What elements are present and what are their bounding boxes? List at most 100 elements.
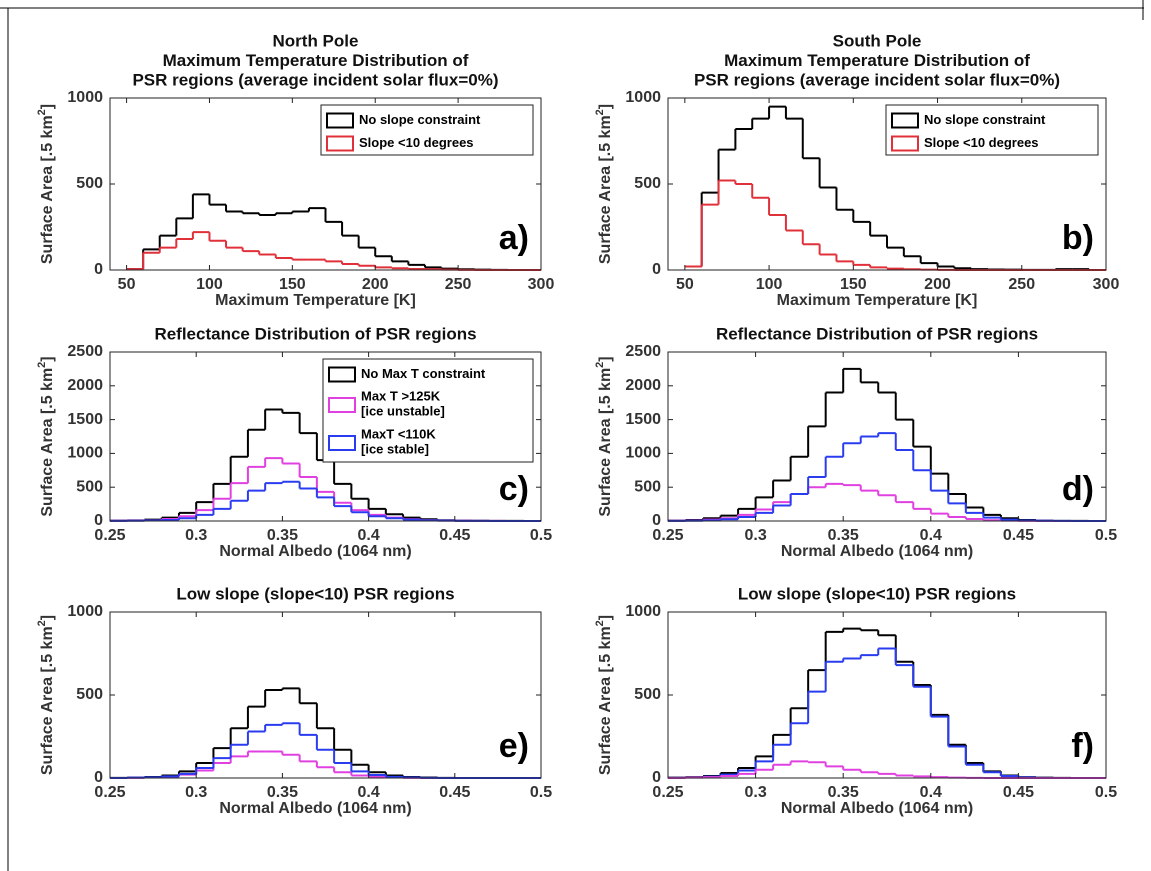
y-tick-label: 1000 xyxy=(625,89,661,106)
x-tick-label: 0.35 xyxy=(267,527,298,544)
y-tick-label: 2500 xyxy=(625,343,661,360)
x-tick-label: 0.5 xyxy=(1095,784,1117,801)
x-tick-label: 0.3 xyxy=(744,784,766,801)
y-axis-label-part: ] xyxy=(597,104,614,109)
y-tick-label: 500 xyxy=(76,686,103,703)
x-axis-label: Maximum Temperature [K] xyxy=(215,292,416,309)
y-tick-label: 500 xyxy=(634,686,661,703)
x-tick-label: 150 xyxy=(279,276,306,293)
y-axis-label-part: Surface Area [.5 km xyxy=(39,368,56,517)
legend-label: No slope constraint xyxy=(924,112,1046,127)
y-axis-label: Surface Area [.5 km2] xyxy=(36,356,56,516)
y-tick-label: 0 xyxy=(652,769,661,786)
chart-title: Maximum Temperature Distribution of xyxy=(163,51,469,70)
y-axis-label-part: Surface Area [.5 km xyxy=(597,626,614,775)
x-tick-label: 0.4 xyxy=(920,784,942,801)
y-axis-label-part: 2 xyxy=(36,620,48,626)
chart-title: Reflectance Distribution of PSR regions xyxy=(154,324,476,343)
y-axis-label-part: Surface Area [.5 km xyxy=(39,115,56,264)
x-tick-label: 0.3 xyxy=(744,527,766,544)
x-axis-label: Normal Albedo (1064 nm) xyxy=(781,543,973,560)
plot-frame xyxy=(109,611,542,779)
plot-frame xyxy=(667,351,1107,522)
y-tick-label: 1500 xyxy=(625,411,661,428)
legend-label: No Max T constraint xyxy=(361,366,486,381)
x-tick-label: 200 xyxy=(924,276,951,293)
x-tick-label: 100 xyxy=(756,276,783,293)
y-axis-label-part: 2 xyxy=(36,109,48,115)
legend-label: Slope <10 degrees xyxy=(924,135,1039,150)
y-tick-label: 0 xyxy=(652,512,661,529)
y-axis-label-part: Surface Area [.5 km xyxy=(597,115,614,264)
y-axis-label-part: 2 xyxy=(594,109,606,115)
x-tick-label: 0.35 xyxy=(828,527,859,544)
y-axis-label: Surface Area [.5 km2] xyxy=(594,104,614,264)
chart-title: Maximum Temperature Distribution of xyxy=(724,51,1030,70)
y-axis-label-part: Surface Area [.5 km xyxy=(597,368,614,517)
x-tick-label: 300 xyxy=(528,276,555,293)
y-tick-label: 1000 xyxy=(625,603,661,620)
legend-box xyxy=(885,104,1099,156)
y-tick-label: 2000 xyxy=(67,377,103,394)
y-axis-label-part: ] xyxy=(39,615,56,620)
panel-label: c) xyxy=(499,470,529,508)
y-tick-label: 1000 xyxy=(625,445,661,462)
legend-swatch xyxy=(328,435,356,451)
y-tick-label: 1000 xyxy=(67,445,103,462)
x-tick-label: 0.5 xyxy=(1095,527,1117,544)
x-tick-label: 0.25 xyxy=(652,784,683,801)
panel-label: a) xyxy=(499,219,529,257)
legend-swatch xyxy=(326,112,354,129)
chart-title: Low slope (slope<10) PSR regions xyxy=(176,584,454,603)
legend-swatch xyxy=(891,135,919,152)
x-tick-label: 0.25 xyxy=(94,784,125,801)
y-tick-label: 1500 xyxy=(67,411,103,428)
chart-title: PSR regions (average incident solar flux… xyxy=(132,70,498,89)
legend-swatch xyxy=(326,135,354,152)
panel-label: d) xyxy=(1062,470,1094,508)
y-tick-label: 2500 xyxy=(67,343,103,360)
x-tick-label: 50 xyxy=(676,276,694,293)
chart-title: Low slope (slope<10) PSR regions xyxy=(738,584,1016,603)
y-axis-label: Surface Area [.5 km2] xyxy=(36,615,56,775)
y-tick-label: 0 xyxy=(94,261,103,278)
y-tick-label: 500 xyxy=(76,175,103,192)
legend-box xyxy=(320,104,534,156)
chart-title: Reflectance Distribution of PSR regions xyxy=(716,324,1038,343)
legend-swatch xyxy=(891,112,919,129)
x-tick-label: 0.5 xyxy=(530,527,552,544)
x-axis-label: Normal Albedo (1064 nm) xyxy=(219,543,411,560)
x-tick-label: 150 xyxy=(840,276,867,293)
y-tick-label: 500 xyxy=(634,175,661,192)
x-tick-label: 0.25 xyxy=(94,527,125,544)
legend-label: MaxT <110K [ice stable] xyxy=(361,427,436,457)
panel-label: b) xyxy=(1062,219,1094,257)
y-axis-label-part: 2 xyxy=(594,362,606,368)
x-tick-label: 0.45 xyxy=(439,784,470,801)
plot-frame xyxy=(109,351,542,522)
y-axis-label-part: Surface Area [.5 km xyxy=(39,626,56,775)
y-axis-label: Surface Area [.5 km2] xyxy=(36,104,56,264)
x-tick-label: 0.4 xyxy=(920,527,942,544)
chart-title: North Pole xyxy=(273,31,359,50)
x-tick-label: 0.4 xyxy=(357,527,379,544)
legend-label: Max T >125K [ice unstable] xyxy=(361,389,445,419)
y-tick-label: 500 xyxy=(76,478,103,495)
x-tick-label: 0.35 xyxy=(267,784,298,801)
plot-frame xyxy=(667,611,1107,779)
x-tick-label: 50 xyxy=(118,276,136,293)
x-axis-label: Maximum Temperature [K] xyxy=(777,292,978,309)
x-tick-label: 250 xyxy=(1008,276,1035,293)
x-tick-label: 0.45 xyxy=(439,527,470,544)
x-tick-label: 0.35 xyxy=(828,784,859,801)
x-axis-label: Normal Albedo (1064 nm) xyxy=(781,800,973,817)
x-tick-label: 0.25 xyxy=(652,527,683,544)
y-tick-label: 2000 xyxy=(625,377,661,394)
y-axis-label-part: 2 xyxy=(594,620,606,626)
y-tick-label: 1000 xyxy=(67,603,103,620)
y-tick-label: 500 xyxy=(634,478,661,495)
y-axis-label: Surface Area [.5 km2] xyxy=(594,615,614,775)
y-axis-label-part: ] xyxy=(39,356,56,361)
y-tick-label: 0 xyxy=(652,261,661,278)
y-axis-label: Surface Area [.5 km2] xyxy=(594,356,614,516)
